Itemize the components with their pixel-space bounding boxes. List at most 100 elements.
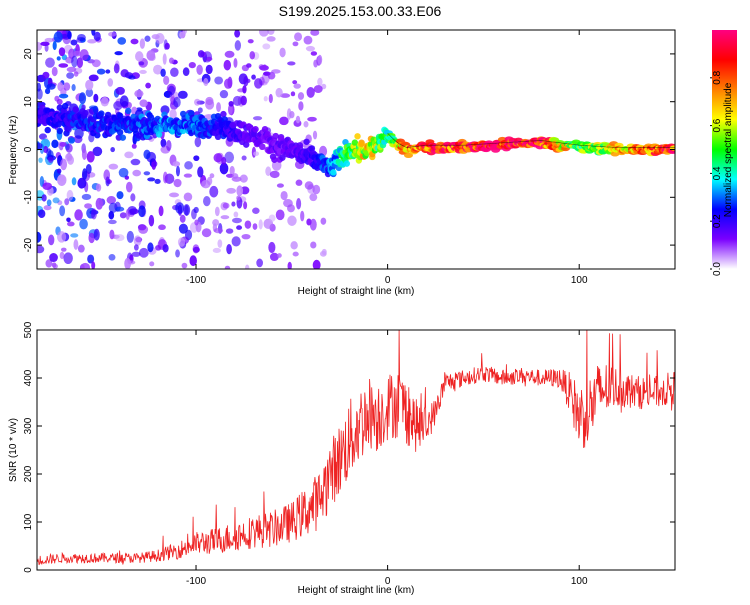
heatmap-cell [231, 217, 242, 224]
heatmap-cell [56, 127, 63, 135]
heatmap-cell [51, 262, 57, 268]
heatmap-cell [193, 206, 199, 214]
heatmap-cell [275, 87, 283, 98]
heatmap-cell [46, 83, 56, 90]
heatmap-cell [91, 30, 96, 36]
snr-x-tick-label: -100 [186, 576, 206, 587]
heatmap-cell [197, 50, 205, 58]
heatmap-cell [293, 83, 301, 89]
heatmap-cell [53, 31, 63, 43]
heatmap-cell [213, 153, 223, 163]
heatmap-cell [135, 51, 144, 62]
heatmap-cell [183, 173, 193, 178]
heatmap-cell [51, 139, 59, 149]
snr-y-tick-label: 300 [23, 417, 34, 434]
heatmap-cell [106, 196, 117, 205]
heatmap-cell [67, 30, 72, 40]
ridge-line [387, 132, 675, 148]
heatmap-cell [205, 96, 214, 106]
heatmap-cell [213, 228, 224, 234]
heatmap-cell [143, 149, 151, 160]
heatmap-cell [241, 64, 250, 72]
heatmap-cell [147, 177, 156, 182]
snr-y-tick-label: 500 [23, 321, 34, 338]
heatmap-cell [256, 258, 264, 268]
heatmap-cell [73, 71, 79, 77]
heatmap-cell [224, 151, 235, 164]
heatmap-cell [162, 53, 167, 65]
heatmap-cell [271, 69, 281, 74]
heatmap-cell [317, 77, 323, 87]
spectrogram-y-tick-label: 20 [23, 48, 34, 60]
heatmap-cell [197, 166, 204, 178]
heatmap-cell [272, 132, 279, 140]
heatmap-cell [279, 47, 286, 58]
heatmap-cell [64, 198, 70, 206]
heatmap-cell [177, 237, 186, 247]
heatmap-cell [217, 239, 223, 248]
heatmap-cell [116, 129, 124, 136]
heatmap-cell [243, 141, 250, 148]
heatmap-cell [227, 104, 233, 115]
heatmap-cell [52, 41, 57, 51]
heatmap-cell [48, 156, 54, 163]
heatmap-cell [179, 214, 186, 223]
heatmap-cell [221, 157, 227, 165]
heatmap-cell [124, 151, 134, 159]
heatmap-cell [295, 179, 303, 186]
spectrogram-y-tick-label: 0 [23, 146, 34, 152]
spectrogram-y-tick-label: 10 [23, 96, 34, 108]
heatmap-cell [86, 151, 95, 163]
heatmap-cell [37, 209, 46, 219]
heatmap-cell [58, 63, 69, 68]
heatmap-cell [131, 251, 141, 257]
heatmap-cell [290, 91, 296, 97]
heatmap-cell [178, 223, 188, 234]
heatmap-cell [266, 36, 276, 42]
heatmap-cell [310, 30, 320, 36]
heatmap-cell [115, 206, 125, 212]
heatmap-cell [78, 92, 87, 105]
heatmap-cell [44, 37, 54, 43]
heatmap-cell [158, 224, 166, 231]
heatmap-cell [294, 32, 303, 42]
heatmap-cell [286, 108, 292, 120]
heatmap-cell [108, 254, 116, 261]
heatmap-cell [107, 78, 114, 87]
heatmap-cell [66, 189, 74, 201]
heatmap-cell [103, 169, 111, 181]
heatmap-cell [236, 195, 241, 201]
heatmap-cell [287, 61, 296, 66]
heatmap-cell [295, 115, 301, 124]
spectrogram-x-label: Height of straight line (km) [298, 286, 415, 297]
heatmap-cell [206, 176, 213, 186]
colorbar-tick-label: 0.2 [712, 214, 723, 228]
heatmap-cell [201, 228, 212, 238]
heatmap-cell [87, 254, 95, 264]
spectrogram-x-tick-label: 0 [385, 275, 391, 286]
heatmap-cell [252, 207, 260, 214]
heatmap-cell [205, 64, 213, 75]
snr-frame [36, 329, 676, 571]
heatmap-cell [77, 244, 85, 253]
heatmap-cell [104, 111, 112, 119]
heatmap-cell [169, 108, 177, 120]
heatmap-cell [162, 171, 168, 184]
heatmap-cell [223, 78, 233, 89]
heatmap-cell [358, 140, 365, 148]
heatmap-cell [64, 125, 72, 132]
heatmap-cell [54, 95, 60, 102]
heatmap-cell [268, 214, 276, 222]
heatmap-cell [51, 66, 58, 77]
heatmap-cell [279, 116, 289, 126]
spectrogram-x-ticks: -100 0 100 [186, 30, 588, 286]
heatmap-cell [116, 112, 124, 119]
heatmap-cell [280, 93, 291, 98]
heatmap-cell [268, 93, 273, 104]
heatmap-cell [212, 219, 220, 227]
heatmap-cell [130, 38, 139, 45]
heatmap-cell [139, 69, 147, 74]
heatmap-cell [37, 88, 43, 100]
heatmap-cell [193, 155, 200, 162]
